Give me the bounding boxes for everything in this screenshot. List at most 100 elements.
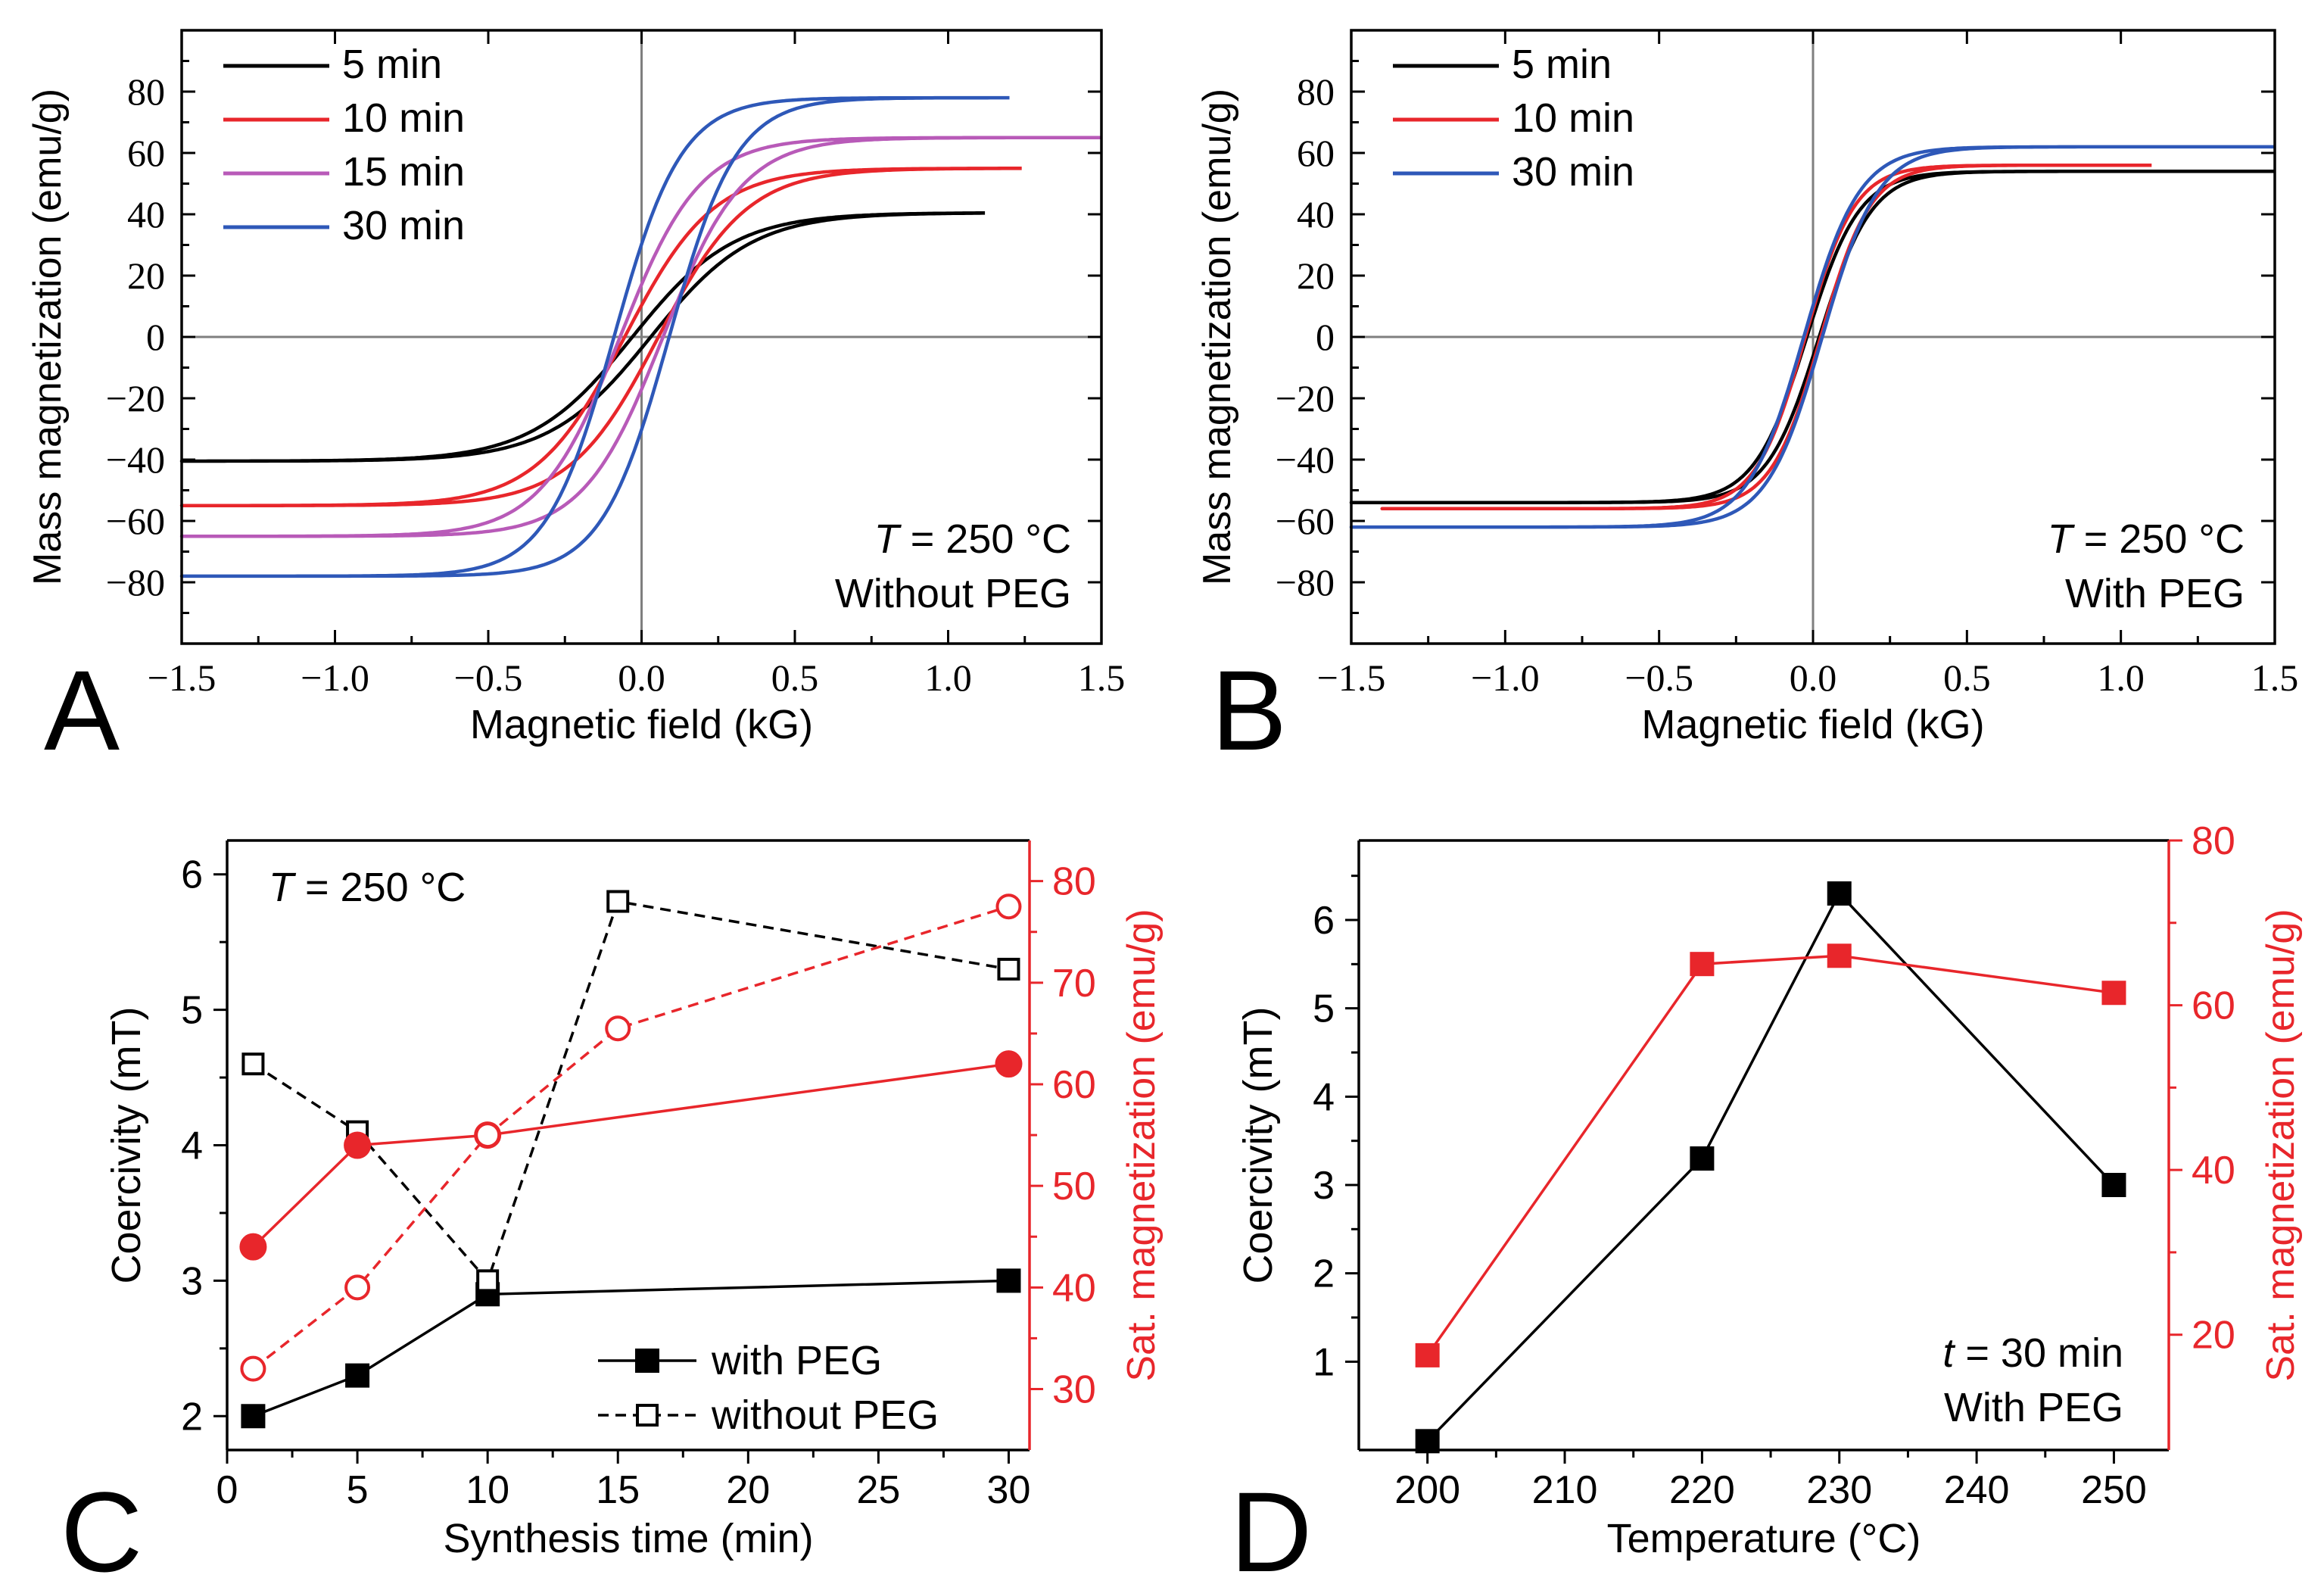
x-tick-label: −1.0	[1471, 656, 1540, 699]
panel-letter-b: B	[1211, 647, 1287, 774]
legend-marker-with-peg	[635, 1349, 659, 1373]
y-tick-label: −20	[1276, 377, 1335, 419]
annotation-condition: t = 30 min	[1942, 1330, 2123, 1376]
x-tick-label: 25	[856, 1468, 900, 1512]
y-tick-label: 2	[1313, 1252, 1335, 1296]
data-point	[2101, 1173, 2126, 1197]
x-tick-label: 250	[2081, 1468, 2147, 1512]
y2-tick-label: 40	[1052, 1266, 1096, 1310]
x-tick-label: −1.5	[1317, 656, 1386, 699]
x-axis-label: Magnetic field (kG)	[1641, 702, 1984, 747]
x-tick-label: 30	[987, 1468, 1031, 1512]
data-point	[240, 1355, 266, 1382]
data-point	[344, 1274, 371, 1301]
x-tick-label: 0.5	[771, 656, 819, 699]
x-tick-label: 10	[466, 1468, 509, 1512]
y-tick-label: 4	[181, 1124, 203, 1168]
legend-label: 5 min	[1512, 42, 1612, 87]
y-tick-label: 3	[1313, 1164, 1335, 1208]
y-tick-label: 80	[1297, 70, 1335, 113]
y-tick-label: 0	[146, 316, 165, 358]
data-point	[996, 1268, 1021, 1293]
series-line-Sat-magnetization	[1426, 954, 2114, 1356]
x-axis-label: Synthesis time (min)	[443, 1516, 813, 1561]
legend-label: 5 min	[342, 42, 442, 87]
y-tick-label: −60	[106, 500, 165, 542]
y2-tick-label: 80	[2192, 819, 2235, 863]
x-axis-label: Temperature (°C)	[1607, 1516, 1921, 1561]
x-axis-label: Magnetic field (kG)	[470, 702, 813, 747]
data-point	[995, 1050, 1023, 1078]
data-point	[476, 1269, 500, 1293]
legend-label: without PEG	[711, 1392, 939, 1438]
y-axis-label: Coercivity (mT)	[1235, 1007, 1281, 1284]
data-point	[475, 1122, 501, 1149]
y-tick-label: 40	[127, 193, 165, 235]
x-tick-label: 15	[596, 1468, 640, 1512]
data-point	[1415, 1342, 1440, 1367]
data-point	[1690, 952, 1715, 977]
x-tick-label: 1.5	[1078, 656, 1126, 699]
annotation-sample: With PEG	[2065, 571, 2245, 616]
data-point	[241, 1404, 266, 1429]
y-tick-label: 60	[127, 132, 165, 174]
y-tick-label: 5	[181, 989, 203, 1033]
x-tick-label: −0.5	[1625, 656, 1693, 699]
x-tick-label: 0.0	[1790, 656, 1837, 699]
y2-tick-label: 80	[1052, 860, 1096, 904]
legend-label: 30 min	[1512, 149, 1634, 195]
y2-tick-label: 60	[1052, 1063, 1096, 1107]
legend-marker-without-peg	[636, 1404, 659, 1427]
y-tick-label: −80	[106, 561, 165, 603]
panel-letter-d: D	[1230, 1468, 1312, 1581]
y-tick-label: 0	[1316, 316, 1335, 358]
y-axis-label: Mass magnetization (emu/g)	[1195, 89, 1239, 585]
y2-tick-label: 40	[2192, 1149, 2235, 1193]
panel-b: −1.5 −1.0 −0.5 0.0 0.5 1.0 1.5 −80 −60 −40 −20 0 20 4…	[1195, 29, 2299, 747]
panel-c: 0 5 10 15 20 25 30 2 3 4 5 6 30 40 50 60 70 80 Synthesis t…	[104, 839, 1164, 1561]
y-axis-label: Coercivity (mT)	[104, 1007, 149, 1284]
y2-tick-label: 60	[2192, 984, 2235, 1028]
x-tick-label: 20	[726, 1468, 770, 1512]
x-tick-label: 0.5	[1943, 656, 1991, 699]
y-tick-label: −40	[106, 438, 165, 481]
legend-label: 15 min	[342, 149, 465, 195]
data-point	[997, 957, 1020, 981]
x-tick-label: 1.5	[2251, 656, 2299, 699]
y-tick-label: −60	[1276, 500, 1335, 542]
y2-tick-label: 70	[1052, 962, 1096, 1006]
annotation-condition: T = 250 °C	[269, 865, 466, 910]
x-tick-label: 230	[1806, 1468, 1872, 1512]
y-tick-label: 2	[181, 1395, 203, 1439]
y-tick-label: 60	[1297, 132, 1335, 174]
y2-tick-label: 20	[2192, 1314, 2235, 1358]
series-line-with-PEG	[252, 1279, 1009, 1417]
x-tick-label: 200	[1394, 1468, 1460, 1512]
series-line-Sat-magnetization-with-PEG	[252, 1062, 1009, 1248]
data-point	[1690, 1146, 1715, 1171]
series-line-Coercivity	[1426, 891, 2115, 1442]
annotation-sample: Without PEG	[835, 571, 1071, 616]
panel-letter-c: C	[61, 1468, 142, 1581]
y-tick-label: 4	[1313, 1075, 1335, 1119]
legend-label: with PEG	[711, 1338, 882, 1383]
y2-axis-label: Sat. magnetization (emu/g)	[2259, 909, 2303, 1381]
x-tick-label: 220	[1669, 1468, 1735, 1512]
x-tick-label: 0	[217, 1468, 238, 1512]
y-tick-label: 5	[1313, 987, 1335, 1031]
x-tick-label: 210	[1532, 1468, 1598, 1512]
panel-d: 200 210 220 230 240 250 1 2 3 4 5 6 20 40 60 80 Temperat…	[1235, 819, 2303, 1561]
x-tick-label: 1.0	[924, 656, 972, 699]
x-tick-label: 1.0	[2097, 656, 2145, 699]
legend-label: 10 min	[1512, 95, 1634, 141]
x-tick-label: −1.0	[301, 656, 369, 699]
y-tick-label: 80	[127, 70, 165, 113]
data-point	[1827, 881, 1852, 906]
y-tick-label: 3	[181, 1259, 203, 1303]
y-tick-label: 20	[1297, 254, 1335, 297]
panel-letter-a: A	[44, 647, 120, 774]
x-tick-label: 5	[347, 1468, 369, 1512]
x-tick-label: −0.5	[454, 656, 523, 699]
data-point	[241, 1052, 265, 1076]
